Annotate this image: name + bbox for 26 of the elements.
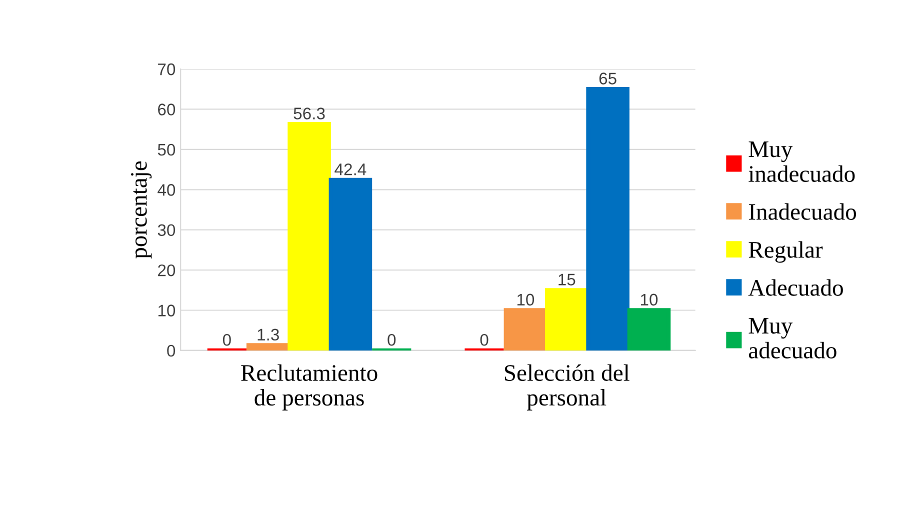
legend-label: Muy inadecuado (748, 142, 855, 182)
y-tick-label: 0 (167, 344, 176, 357)
y-tick-label: 10 (158, 304, 176, 316)
y-tick-label: 70 (158, 63, 176, 76)
legend-label: Adecuado (748, 279, 843, 296)
x-tick-label: Selección del personal (504, 364, 630, 410)
y-tick-label: 60 (158, 104, 176, 116)
data-label: 0 (388, 334, 396, 346)
data-label: 10 (640, 294, 658, 306)
legend-label: Muy adecuado (748, 318, 836, 358)
data-label: 10 (517, 294, 534, 306)
y-axis-title: porcentaje (130, 161, 152, 259)
data-label: 0 (480, 334, 488, 346)
data-label: 42.4 (334, 164, 366, 176)
y-tick-label: 20 (158, 264, 176, 276)
x-tick-label: Reclutamiento de personas (241, 364, 378, 410)
y-tick-label: 40 (158, 184, 176, 196)
data-label: 1.3 (258, 328, 279, 341)
data-label: 56.3 (294, 108, 325, 120)
legend-label: Inadecuado (748, 203, 856, 220)
data-label: 0 (222, 334, 231, 346)
legend-label: Regular (748, 241, 823, 263)
data-label: 65 (599, 72, 616, 84)
y-tick-label: 50 (158, 144, 176, 156)
data-label: 15 (558, 274, 576, 286)
y-tick-label: 30 (158, 224, 176, 236)
